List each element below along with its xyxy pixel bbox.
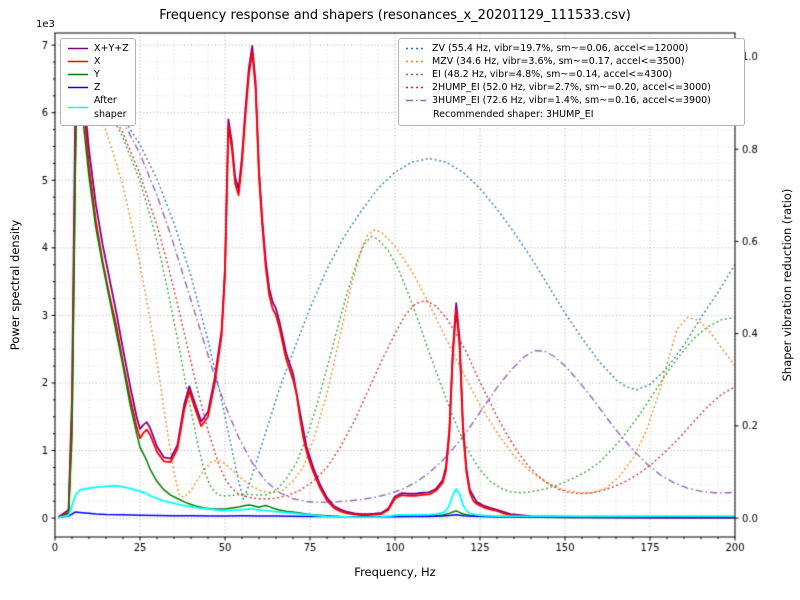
- legend-item: Y: [67, 68, 129, 81]
- legend-item: MZV (34.6 Hz, vibr=3.6%, sm~=0.17, accel…: [405, 55, 738, 68]
- legend-line-swatch: [406, 100, 426, 102]
- x-axis-label: Frequency, Hz: [354, 565, 436, 579]
- legend-item-label: ZV (55.4 Hz, vibr=19.7%, sm~=0.06, accel…: [432, 43, 689, 54]
- legend-item: After shaper: [67, 94, 129, 120]
- legend-note-recommended: Recommended shaper: 3HUMP_EI: [433, 108, 594, 120]
- legend-line-swatch: [406, 47, 426, 50]
- legend-line-swatch: [68, 60, 88, 63]
- legend-item: Z: [67, 81, 129, 94]
- y-axis-offset-label: 1e3: [36, 19, 55, 30]
- legend-item-label: X: [94, 56, 101, 68]
- legend-line-swatch: [68, 106, 88, 109]
- chart-title: Frequency response and shapers (resonanc…: [159, 8, 631, 23]
- legend-item-label: X+Y+Z: [94, 43, 129, 54]
- legend-line-swatch: [68, 87, 88, 89]
- legend-item: X: [67, 55, 129, 68]
- legend-item-label: Y: [94, 69, 100, 81]
- legend-item-label: 2HUMP_EI (52.0 Hz, vibr=2.7%, sm~=0.20, …: [432, 82, 711, 94]
- y-axis-label-right: Shaper vibration reduction (ratio): [780, 188, 794, 382]
- legend-item-label: EI (48.2 Hz, vibr=4.8%, sm~=0.14, accel<…: [432, 69, 673, 81]
- legend-psd: X+Y+Z X Y Z After shaper: [60, 38, 136, 126]
- legend-line-swatch: [406, 73, 426, 76]
- legend-line-swatch: [406, 87, 426, 89]
- legend-item-label: After shaper: [94, 95, 127, 120]
- legend-item: 3HUMP_EI (72.6 Hz, vibr=1.4%, sm~=0.16, …: [405, 94, 738, 107]
- legend-line-swatch: [68, 73, 88, 76]
- legend-line-swatch: [68, 47, 88, 50]
- legend-item: EI (48.2 Hz, vibr=4.8%, sm~=0.14, accel<…: [405, 68, 738, 81]
- legend-line-swatch: [406, 60, 426, 63]
- legend-item: X+Y+Z: [67, 42, 129, 55]
- legend-shapers: ZV (55.4 Hz, vibr=19.7%, sm~=0.06, accel…: [398, 38, 745, 126]
- y-axis-label-left: Power spectral density: [8, 219, 22, 351]
- legend-item-label: MZV (34.6 Hz, vibr=3.6%, sm~=0.17, accel…: [432, 56, 685, 68]
- legend-item: ZV (55.4 Hz, vibr=19.7%, sm~=0.06, accel…: [405, 42, 738, 55]
- legend-item-label: 3HUMP_EI (72.6 Hz, vibr=1.4%, sm~=0.16, …: [432, 95, 711, 107]
- legend-item-label: Z: [94, 82, 101, 94]
- legend-item: 2HUMP_EI (52.0 Hz, vibr=2.7%, sm~=0.20, …: [405, 81, 738, 94]
